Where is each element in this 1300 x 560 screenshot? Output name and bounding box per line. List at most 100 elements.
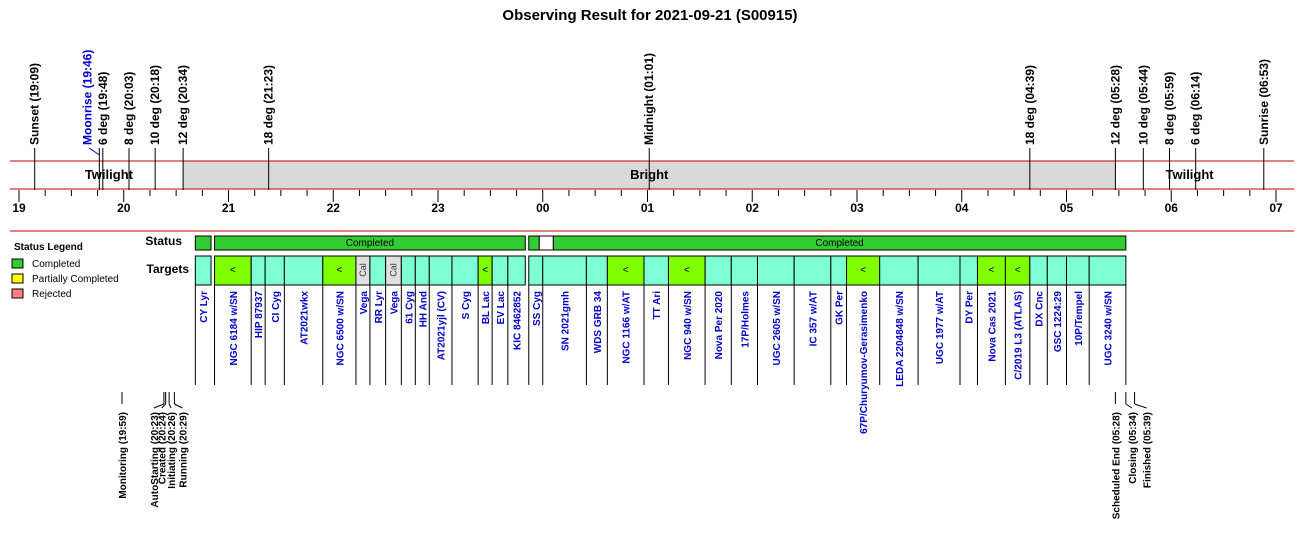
event-label: 8 deg (20:03) [122,72,136,145]
target-name: TT Ari [652,291,663,320]
guided-mark: < [623,265,629,276]
target-block [250,255,266,286]
target-name: S Cyg [461,291,472,319]
legend-swatch [11,273,24,284]
guided-mark: < [989,265,995,276]
legend-swatch [11,258,24,269]
target-name: Nova Cas 2021 [987,291,998,362]
hour-label: 07 [1269,201,1283,215]
legend-title: Status Legend [14,242,83,253]
target-block [585,255,608,286]
guided-mark: < [482,265,488,276]
target-name: 61 Cyg [404,291,415,324]
targets-row-label: Targets [147,262,190,276]
target-block [428,255,453,286]
target-name: UGC 3240 w/SN [1104,291,1115,365]
target-block [507,255,526,286]
target-name: Vega [359,291,370,315]
target-name: CI Cyg [271,291,282,323]
bottom-event-label: AutoStarting (20:23) [150,412,161,508]
target-block [846,255,881,286]
event-label: 12 deg (05:28) [1108,65,1122,145]
target-block [194,255,212,286]
target-name: UGC 2605 w/SN [772,291,783,365]
target-block [414,255,430,286]
cal-mark: Cal [388,263,398,277]
target-block [542,255,587,286]
chart-title: Observing Result for 2021-09-21 (S00915) [502,7,797,24]
bottom-event-label: Finished (05:39) [1143,412,1154,488]
bottom-event-label: Monitoring (19:59) [118,412,129,499]
target-name: SN 2021gmh [561,291,572,351]
target-block [400,255,416,286]
target-block [283,255,324,286]
hour-label: 05 [1060,201,1074,215]
target-name: NGC 940 w/SN [683,291,694,360]
status-row-label: Status [145,234,182,248]
target-block [1046,255,1067,286]
hour-axis: 19 20 21 22 23 00 01 02 03 04 05 06 07 [10,190,1294,232]
guided-mark: < [230,265,236,276]
target-name: EV Lac [496,291,507,325]
target-block [917,255,961,286]
bottom-events-layer: Monitoring (19:59) AutoStarting (20:23)Cr… [118,392,1154,519]
target-name: 17P/Holmes [740,291,751,348]
event-label: 18 deg (21:23) [262,65,276,145]
target-block [491,255,509,286]
legend-swatch [11,288,24,299]
band-rect [1115,161,1264,189]
hour-label: 00 [536,201,550,215]
status-legend: Status Legend Completed Partially Complete… [11,242,119,300]
target-name: CY Lyr [199,291,210,323]
guided-mark: < [860,265,866,276]
target-block [1029,255,1048,286]
target-name: 10P/Tempel [1074,291,1085,346]
guided-mark: < [336,265,342,276]
target-name: IC 357 w/AT [808,291,819,346]
target-name: NGC 6184 w/SN [229,291,240,365]
event-label: 6 deg (19:48) [96,72,110,145]
target-name: RR Lyr [374,291,385,324]
target-block [756,255,795,286]
hour-label: 19 [12,201,26,215]
event-label: 10 deg (05:44) [1136,65,1150,145]
band-label: Twilight [1166,167,1215,182]
bottom-event-leader [161,403,167,409]
top-events-layer: Sunset (19:09) Moonrise (19:46) 6 deg (19:… [28,50,1271,190]
target-name: 67P/Churyumov-Gerasimenko [859,291,870,434]
bottom-event-label: Initiating (20:26) [167,412,178,489]
target-name: Vega [389,291,400,315]
target-block [667,255,706,286]
target-name: LEDA 2204848 w/SN [895,291,906,387]
target-name: DX Cnc [1035,291,1046,327]
target-name: C/2019 L3 (ATLAS) [1014,291,1025,380]
bottom-event-leader [1134,403,1147,409]
target-block [959,255,978,286]
event-label: 18 deg (04:39) [1023,65,1037,145]
hour-label: 02 [746,201,760,215]
target-block [264,255,285,286]
legend-label: Completed [32,259,80,270]
event-label: Sunset (19:09) [28,63,42,145]
bottom-event-leader [1125,403,1133,409]
event-label: 12 deg (20:34) [176,65,190,145]
bottom-event-leader [153,403,165,409]
target-block [793,255,832,286]
target-block [369,255,387,286]
status-block [194,235,212,251]
legend-label: Partially Completed [32,274,119,285]
hour-label: 20 [117,201,131,215]
guided-mark: < [684,265,690,276]
status-block [528,235,540,251]
bottom-event-label: Created (20:24) [158,412,169,484]
bottom-event-leader [168,403,172,409]
bands-layer: Twilight Bright Twilight [10,160,1294,190]
target-block [643,255,669,286]
target-name: BL Lac [481,291,492,325]
event-leader [89,147,100,156]
target-block [1088,255,1127,286]
target-name: KIC 8462852 [513,291,524,350]
event-label: 8 deg (05:59) [1163,72,1177,145]
event-label: Sunrise (06:53) [1257,59,1271,145]
